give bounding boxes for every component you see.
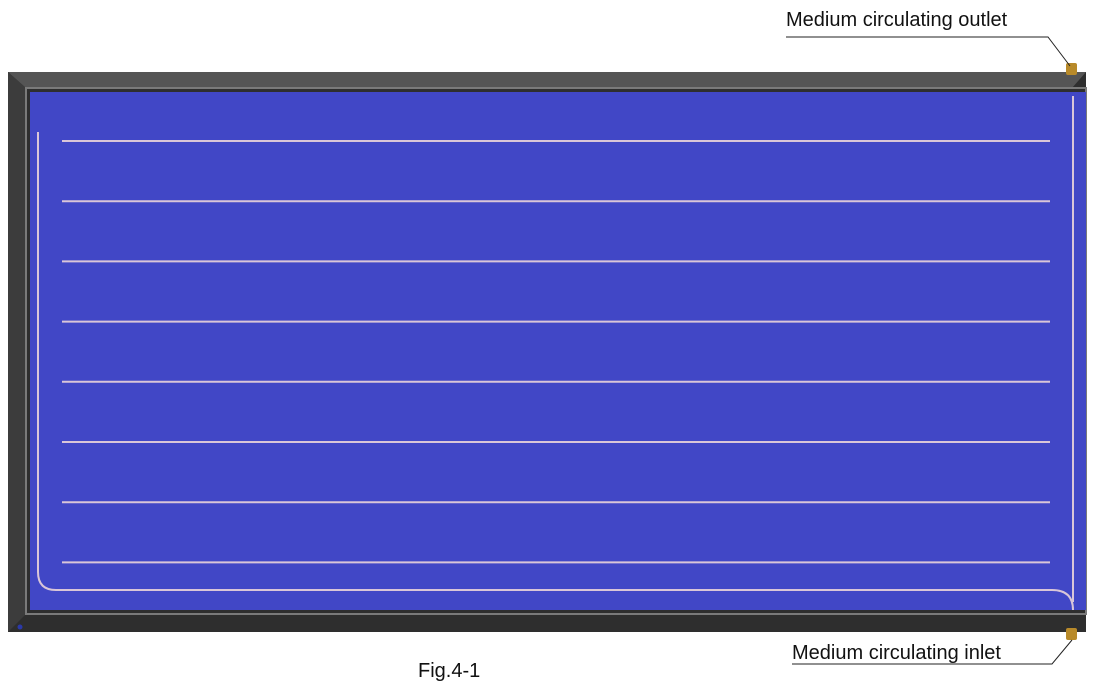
inlet-label: Medium circulating inlet — [792, 642, 1001, 665]
outlet-fitting — [1066, 63, 1077, 75]
frame-bevel-left — [8, 72, 26, 632]
frame-bevel-top — [8, 72, 1086, 88]
absorber-plate — [30, 92, 1086, 610]
inlet-fitting — [1066, 628, 1077, 640]
corner-mark — [18, 625, 23, 630]
outlet-label: Medium circulating outlet — [786, 9, 1007, 32]
outlet-leader-line — [786, 37, 1070, 66]
figure-caption: Fig.4-1 — [418, 660, 480, 683]
